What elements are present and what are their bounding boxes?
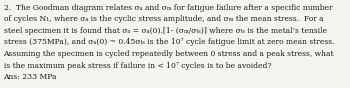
Text: is the maximum peak stress if failure in < 10⁷ cycles is to be avoided?: is the maximum peak stress if failure in… (4, 62, 271, 70)
Text: Assuming the specimen is cycled repeatedly between 0 stress and a peak stress, w: Assuming the specimen is cycled repeated… (4, 50, 334, 58)
Text: of cycles N₁, where σₐ is the cyclic stress amplitude, and σₘ the mean stress.  : of cycles N₁, where σₐ is the cyclic str… (4, 15, 323, 23)
Text: Ans: 233 MPa: Ans: 233 MPa (4, 73, 57, 81)
Text: steel specimen it is found that σₐ = σₐ(0).[1- (σₘ/σₜₛ)] where σₜₛ is the metal’: steel specimen it is found that σₐ = σₐ(… (4, 27, 327, 35)
Text: stress (375MPa), and σₐ(0) ~ 0.45σₜₛ is the 10⁷ cycle fatigue limit at zero mean: stress (375MPa), and σₐ(0) ~ 0.45σₜₛ is … (4, 38, 334, 46)
Text: 2.  The Goodman diagram relates σₐ and σₘ for fatigue failure after a specific n: 2. The Goodman diagram relates σₐ and σₘ… (4, 4, 332, 12)
